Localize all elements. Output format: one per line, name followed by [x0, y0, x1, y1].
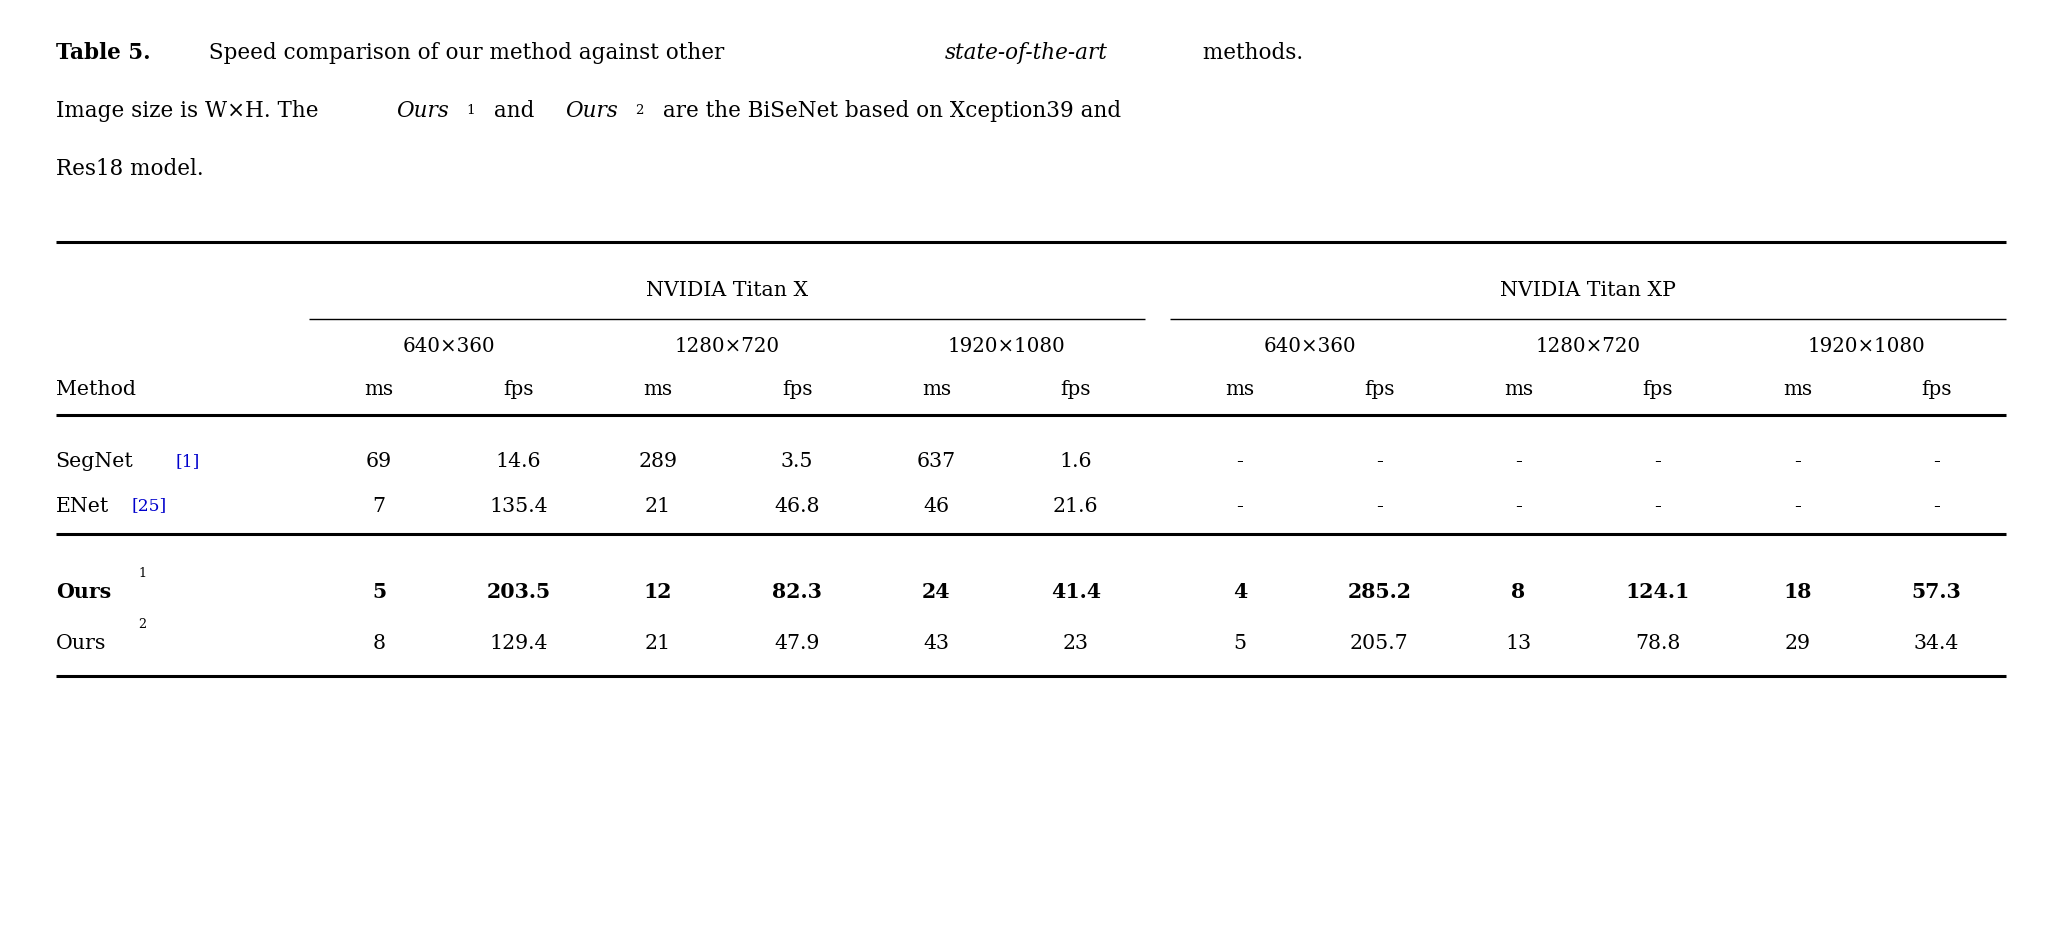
- Text: state-of-the-art: state-of-the-art: [944, 42, 1107, 64]
- Text: 14.6: 14.6: [495, 452, 540, 471]
- Text: -: -: [1654, 497, 1662, 515]
- Text: Ours: Ours: [56, 582, 111, 602]
- Text: 5: 5: [1233, 634, 1245, 652]
- Text: fps: fps: [1922, 380, 1953, 399]
- Text: ENet: ENet: [56, 497, 109, 515]
- Text: 47.9: 47.9: [775, 634, 821, 652]
- Text: 1: 1: [138, 567, 146, 580]
- Text: 205.7: 205.7: [1351, 634, 1408, 652]
- Text: 46: 46: [924, 497, 949, 515]
- Text: Image size is W×H. The: Image size is W×H. The: [56, 100, 326, 122]
- Text: 78.8: 78.8: [1635, 634, 1681, 652]
- Text: [1]: [1]: [175, 453, 200, 470]
- Text: ms: ms: [1784, 380, 1812, 399]
- Text: 46.8: 46.8: [775, 497, 821, 515]
- Text: 5: 5: [371, 582, 386, 602]
- Text: 203.5: 203.5: [487, 582, 551, 602]
- Text: -: -: [1516, 497, 1522, 515]
- Text: 285.2: 285.2: [1346, 582, 1410, 602]
- Text: 640×360: 640×360: [402, 337, 495, 356]
- Text: fps: fps: [1060, 380, 1091, 399]
- Text: 1280×720: 1280×720: [1536, 337, 1641, 356]
- Text: Res18 model.: Res18 model.: [56, 158, 204, 180]
- Text: 13: 13: [1505, 634, 1532, 652]
- Text: ms: ms: [1225, 380, 1254, 399]
- Text: are the BiSeNet based on Xception39 and: are the BiSeNet based on Xception39 and: [656, 100, 1122, 122]
- Text: 29: 29: [1784, 634, 1810, 652]
- Text: 8: 8: [373, 634, 386, 652]
- Text: 41.4: 41.4: [1052, 582, 1101, 602]
- Text: 1280×720: 1280×720: [674, 337, 779, 356]
- Text: 12: 12: [643, 582, 672, 602]
- Text: -: -: [1654, 452, 1662, 471]
- Text: fps: fps: [503, 380, 534, 399]
- Text: 1920×1080: 1920×1080: [1808, 337, 1926, 356]
- Text: 289: 289: [639, 452, 676, 471]
- Text: 4: 4: [1233, 582, 1248, 602]
- Text: [25]: [25]: [132, 498, 167, 514]
- Text: Method: Method: [56, 380, 136, 399]
- Text: ms: ms: [922, 380, 951, 399]
- Text: -: -: [1237, 452, 1243, 471]
- Text: 3.5: 3.5: [781, 452, 812, 471]
- Text: and: and: [487, 100, 540, 122]
- Text: -: -: [1516, 452, 1522, 471]
- Text: NVIDIA Titan XP: NVIDIA Titan XP: [1501, 281, 1676, 300]
- Text: -: -: [1794, 497, 1800, 515]
- Text: -: -: [1375, 452, 1384, 471]
- Text: 21: 21: [645, 634, 670, 652]
- Text: 124.1: 124.1: [1625, 582, 1691, 602]
- Text: 135.4: 135.4: [489, 497, 548, 515]
- Text: 1: 1: [466, 104, 474, 117]
- Text: -: -: [1934, 497, 1940, 515]
- Text: Ours: Ours: [56, 634, 105, 652]
- Text: ms: ms: [365, 380, 394, 399]
- Text: 34.4: 34.4: [1914, 634, 1959, 652]
- Text: 8: 8: [1511, 582, 1526, 602]
- Text: ms: ms: [1503, 380, 1534, 399]
- Text: -: -: [1794, 452, 1800, 471]
- Text: 2: 2: [635, 104, 643, 117]
- Text: -: -: [1375, 497, 1384, 515]
- Text: 57.3: 57.3: [1911, 582, 1961, 602]
- Text: 82.3: 82.3: [771, 582, 823, 602]
- Text: NVIDIA Titan X: NVIDIA Titan X: [645, 281, 808, 300]
- Text: 637: 637: [918, 452, 957, 471]
- Text: 18: 18: [1784, 582, 1812, 602]
- Text: Speed comparison of our method against other: Speed comparison of our method against o…: [202, 42, 732, 64]
- Text: -: -: [1237, 497, 1243, 515]
- Text: 23: 23: [1062, 634, 1089, 652]
- Text: 7: 7: [373, 497, 386, 515]
- Text: Ours: Ours: [565, 100, 619, 122]
- Text: 21.6: 21.6: [1054, 497, 1099, 515]
- Text: 640×360: 640×360: [1264, 337, 1357, 356]
- Text: SegNet: SegNet: [56, 452, 134, 471]
- Text: 1.6: 1.6: [1060, 452, 1093, 471]
- Text: -: -: [1934, 452, 1940, 471]
- Text: 43: 43: [924, 634, 949, 652]
- Text: ms: ms: [643, 380, 672, 399]
- Text: 1920×1080: 1920×1080: [946, 337, 1064, 356]
- Text: 21: 21: [645, 497, 670, 515]
- Text: methods.: methods.: [1196, 42, 1303, 64]
- Text: Ours: Ours: [396, 100, 450, 122]
- Text: 2: 2: [138, 618, 146, 631]
- Text: 129.4: 129.4: [489, 634, 548, 652]
- Text: 24: 24: [922, 582, 951, 602]
- Text: 69: 69: [365, 452, 392, 471]
- Text: Table 5.: Table 5.: [56, 42, 151, 64]
- Text: fps: fps: [1363, 380, 1394, 399]
- Text: fps: fps: [1643, 380, 1672, 399]
- Text: fps: fps: [781, 380, 812, 399]
